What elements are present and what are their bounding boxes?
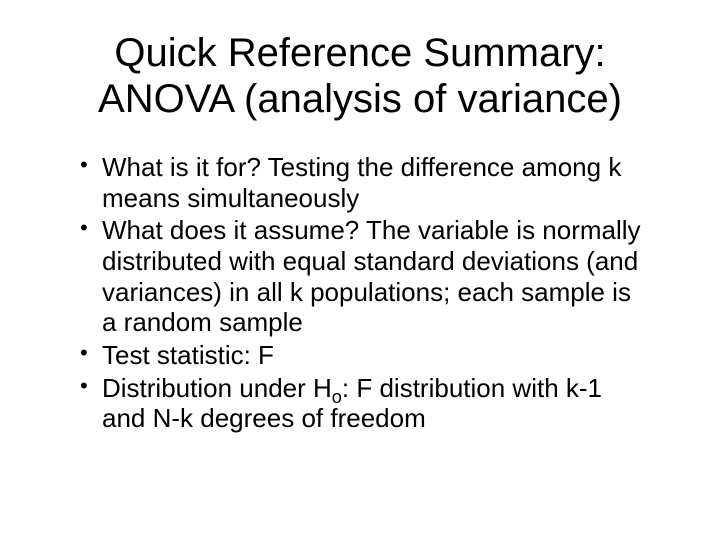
slide-title: Quick Reference Summary: ANOVA (analysis…: [50, 30, 670, 122]
title-line-1: Quick Reference Summary:: [114, 31, 605, 75]
bullet-text: Test statistic: F: [102, 340, 274, 370]
bullet-text: What does it assume? The variable is nor…: [102, 215, 641, 337]
bullet-text: What is it for? Testing the difference a…: [102, 152, 621, 213]
bullet-list: What is it for? Testing the difference a…: [80, 152, 650, 434]
bullet-item: What does it assume? The variable is nor…: [80, 215, 650, 338]
bullet-item: Distribution under Ho: F distribution wi…: [80, 373, 650, 434]
bullet-item: Test statistic: F: [80, 340, 650, 371]
title-line-2: ANOVA (analysis of variance): [98, 77, 622, 121]
bullet-item: What is it for? Testing the difference a…: [80, 152, 650, 213]
bullet-text: Distribution under H: [102, 373, 332, 403]
slide: Quick Reference Summary: ANOVA (analysis…: [0, 0, 720, 540]
